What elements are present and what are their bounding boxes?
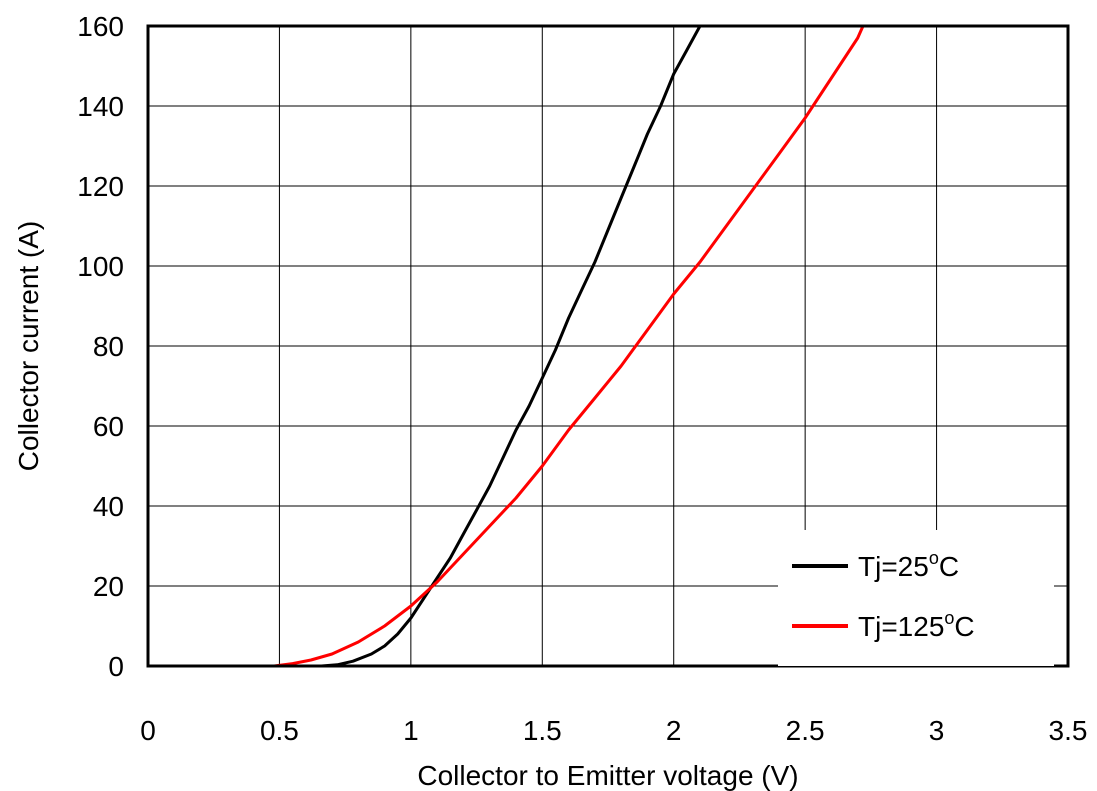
y-tick-label: 20 [93, 571, 124, 602]
y-axis-label: Collector current (A) [13, 221, 44, 472]
x-tick-label: 3.5 [1049, 715, 1088, 746]
y-tick-label: 120 [77, 171, 124, 202]
y-tick-label: 60 [93, 411, 124, 442]
x-tick-label: 0.5 [260, 715, 299, 746]
y-tick-labels: 0 20 40 60 80 100 120 140 160 [77, 11, 124, 682]
legend: Tj=25oC Tj=125oC [778, 530, 1054, 666]
y-tick-label: 140 [77, 91, 124, 122]
y-tick-label: 100 [77, 251, 124, 282]
x-tick-label: 2 [666, 715, 682, 746]
x-axis-label: Collector to Emitter voltage (V) [417, 760, 798, 791]
x-tick-label: 3 [929, 715, 945, 746]
x-tick-label: 2.5 [786, 715, 825, 746]
x-tick-label: 1.5 [523, 715, 562, 746]
legend-label-tj25: Tj=25oC [858, 548, 959, 582]
x-tick-label: 1 [403, 715, 419, 746]
x-tick-labels: 0 0.5 1 1.5 2 2.5 3 3.5 [140, 715, 1087, 746]
y-tick-label: 0 [108, 651, 124, 682]
y-tick-label: 40 [93, 491, 124, 522]
y-tick-label: 160 [77, 11, 124, 42]
legend-label-tj125: Tj=125oC [858, 608, 975, 642]
y-tick-label: 80 [93, 331, 124, 362]
x-tick-label: 0 [140, 715, 156, 746]
